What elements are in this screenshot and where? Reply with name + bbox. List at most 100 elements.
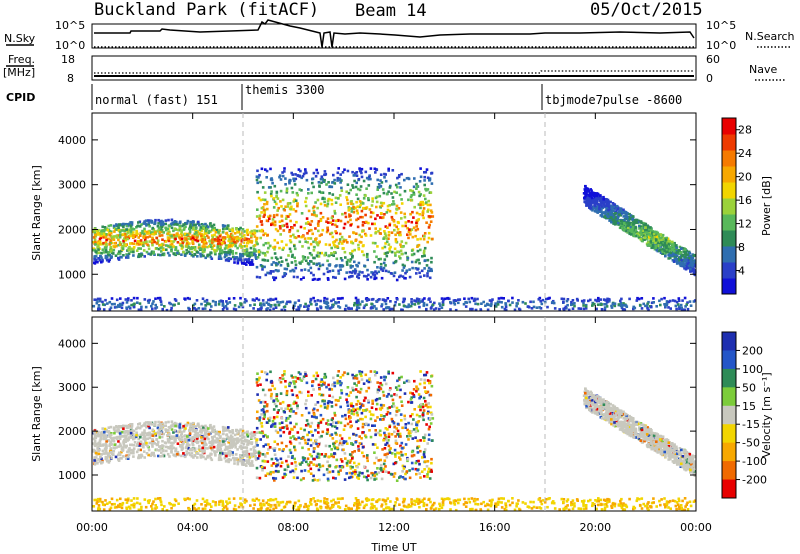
echo-cell: [118, 453, 122, 456]
echo-cell: [191, 239, 194, 243]
echo-cell: [145, 224, 148, 227]
echo-cell: [644, 231, 647, 234]
echo-cell: [250, 464, 253, 467]
echo-cell: [230, 239, 233, 243]
echo-cell: [153, 423, 157, 427]
echo-cell: [288, 229, 292, 232]
echo-cell: [170, 234, 173, 238]
echo-cell: [273, 248, 276, 251]
echo-cell: [323, 170, 327, 173]
echo-cell: [185, 221, 189, 225]
echo-cell: [270, 194, 273, 198]
nsky-panel: N.Sky 10^5 10^0 10^5 10^0 N.Search: [4, 19, 795, 52]
echo-cell: [143, 227, 146, 231]
echo-cell: [407, 303, 411, 306]
echo-cell: [296, 202, 299, 205]
echo-cell: [613, 304, 617, 308]
echo-cell: [269, 272, 272, 275]
echo-cell: [217, 443, 220, 447]
echo-cell: [270, 223, 273, 227]
echo-cell: [356, 217, 360, 221]
echo-cell: [158, 226, 161, 230]
echo-cell: [652, 301, 655, 304]
freq-tick-bottom: 8: [67, 72, 74, 85]
echo-cell: [410, 194, 413, 197]
echo-cell: [405, 177, 409, 180]
echo-cell: [216, 447, 219, 450]
echo-cell: [231, 241, 234, 245]
echo-cell: [132, 447, 136, 450]
echo-cell: [261, 268, 264, 271]
echo-cell: [173, 227, 177, 230]
echo-cell: [179, 242, 182, 246]
echo-cell: [190, 452, 194, 455]
echo-cell: [419, 275, 422, 279]
echo-cell: [352, 231, 355, 234]
echo-cell: [407, 177, 411, 181]
freq-label: Freq.: [8, 53, 35, 66]
echo-cell: [192, 456, 195, 459]
echo-cell: [610, 221, 613, 224]
echo-cell: [239, 459, 242, 463]
echo-cell: [562, 307, 565, 311]
echo-cell: [594, 298, 597, 302]
echo-cell: [687, 256, 691, 259]
echo-cell: [135, 243, 138, 246]
echo-cell: [292, 275, 296, 279]
echo-cell: [622, 208, 625, 212]
echo-cell: [681, 264, 685, 267]
echo-cell: [325, 297, 329, 301]
echo-cell: [345, 271, 348, 274]
echo-cell: [673, 260, 676, 263]
echo-cell: [260, 304, 263, 307]
echo-cell: [226, 302, 229, 305]
echo-cell: [159, 221, 163, 224]
echo-cell: [126, 249, 129, 252]
echo-cell: [628, 217, 631, 221]
echo-cell: [328, 269, 332, 273]
echo-cell: [94, 456, 98, 459]
echo-cell: [221, 300, 224, 303]
echo-cell: [614, 210, 618, 213]
echo-cell: [296, 174, 300, 177]
echo-cell: [218, 449, 222, 452]
echo-cell: [94, 461, 98, 464]
echo-cell: [677, 305, 681, 308]
echo-cell: [670, 248, 674, 251]
echo-cell: [229, 437, 232, 441]
echo-cell: [283, 274, 286, 277]
echo-cell: [371, 211, 375, 215]
echo-cell: [142, 434, 146, 437]
echo-cell: [225, 429, 229, 432]
echo-cell: [285, 214, 289, 218]
echo-cell: [95, 431, 98, 434]
echo-cell: [406, 258, 409, 262]
echo-cell: [106, 229, 110, 232]
echo-cell: [422, 301, 426, 305]
echo-cell: [120, 256, 123, 259]
echo-cell: [676, 251, 679, 254]
echo-cell: [104, 434, 108, 438]
echo-cell: [159, 448, 162, 451]
echo-cell: [223, 247, 227, 250]
colorbar-swatch: [722, 118, 736, 135]
echo-cell: [136, 224, 139, 228]
echo-cell: [209, 255, 213, 259]
echo-cell: [279, 301, 282, 304]
echo-cell: [193, 307, 196, 310]
echo-cell: [150, 250, 154, 253]
echo-cell: [211, 437, 215, 440]
echo-cell: [269, 305, 272, 308]
echo-cell: [93, 457, 96, 460]
echo-cell: [285, 302, 288, 306]
echo-cell: [121, 244, 125, 248]
echo-cell: [608, 210, 612, 213]
echo-cell: [406, 305, 409, 309]
echo-cell: [159, 298, 162, 302]
echo-cell: [177, 435, 180, 439]
echo-cell: [192, 237, 196, 241]
echo-cell: [206, 447, 209, 450]
echo-cell: [337, 242, 341, 245]
echo-cell: [108, 433, 111, 437]
echo-cell: [379, 206, 382, 209]
